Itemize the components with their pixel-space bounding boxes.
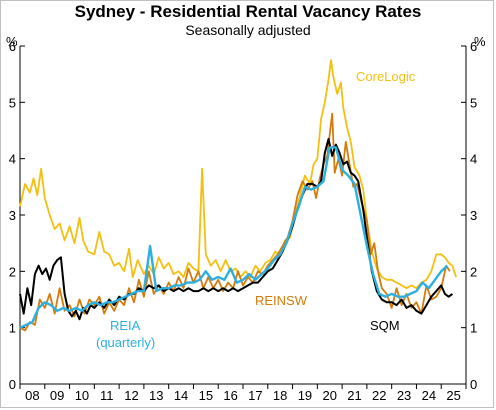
y-tick-label-right: 0 — [470, 377, 477, 392]
y-tick-label-right: 4 — [470, 152, 477, 167]
series-line-corelogic — [19, 59, 457, 290]
series-label-reinsw: REINSW — [255, 293, 308, 308]
x-tick-label: 21 — [347, 388, 361, 403]
x-tick-label: 17 — [248, 388, 262, 403]
y-tick-label-right: 6 — [470, 39, 477, 54]
x-tick-label: 13 — [149, 388, 163, 403]
x-tick-label: 16 — [223, 388, 237, 403]
y-tick-label-right: 3 — [470, 208, 477, 223]
x-tick-label: 25 — [446, 388, 460, 403]
series-line-reia-quarterly — [19, 146, 449, 329]
y-tick-label-left: 6 — [9, 39, 16, 54]
x-tick-label: 20 — [322, 388, 336, 403]
y-tick-label-right: 2 — [470, 264, 477, 279]
y-tick-label-left: 3 — [9, 208, 16, 223]
x-tick-label: 23 — [397, 388, 411, 403]
y-unit-right: % — [474, 34, 486, 49]
chart-title: Sydney - Residential Rental Vacancy Rate… — [74, 2, 422, 21]
y-tick-label-left: 1 — [9, 321, 16, 336]
x-tick-label: 14 — [174, 388, 188, 403]
series-label-reia: REIA — [110, 318, 141, 333]
series-label-corelogic: CoreLogic — [356, 69, 416, 84]
x-tick-label: 24 — [422, 388, 436, 403]
series-labels: CoreLogic REINSW SQM REIA (quarterly) — [96, 69, 416, 350]
x-tick-label: 18 — [273, 388, 287, 403]
x-tick-label: 10 — [75, 388, 89, 403]
y-tick-label-left: 4 — [9, 152, 16, 167]
x-tick-label: 09 — [50, 388, 64, 403]
x-tick-label: 11 — [100, 388, 114, 403]
x-tick-label: 12 — [124, 388, 138, 403]
x-tick-label: 19 — [298, 388, 312, 403]
x-tick-label: 15 — [199, 388, 213, 403]
x-tick-label: 22 — [372, 388, 386, 403]
series-line-reinsw — [19, 112, 451, 332]
series-layer — [19, 59, 457, 332]
y-tick-label-right: 5 — [470, 95, 477, 110]
y-unit-left: % — [6, 34, 18, 49]
x-tick-label: 08 — [25, 388, 39, 403]
chart-subtitle: Seasonally adjusted — [185, 22, 311, 38]
y-tick-label-left: 5 — [9, 95, 16, 110]
series-line-sqm — [19, 138, 454, 321]
series-label-quarterly: (quarterly) — [96, 335, 155, 350]
y-tick-label-left: 0 — [9, 377, 16, 392]
y-tick-label-right: 1 — [470, 321, 477, 336]
chart-axes: 0 01 12 23 34 45 56 608 09 10 11 12 13 14 15 16 17 18 19 20… — [9, 39, 477, 403]
series-label-sqm: SQM — [370, 318, 400, 333]
y-tick-label-left: 2 — [9, 264, 16, 279]
